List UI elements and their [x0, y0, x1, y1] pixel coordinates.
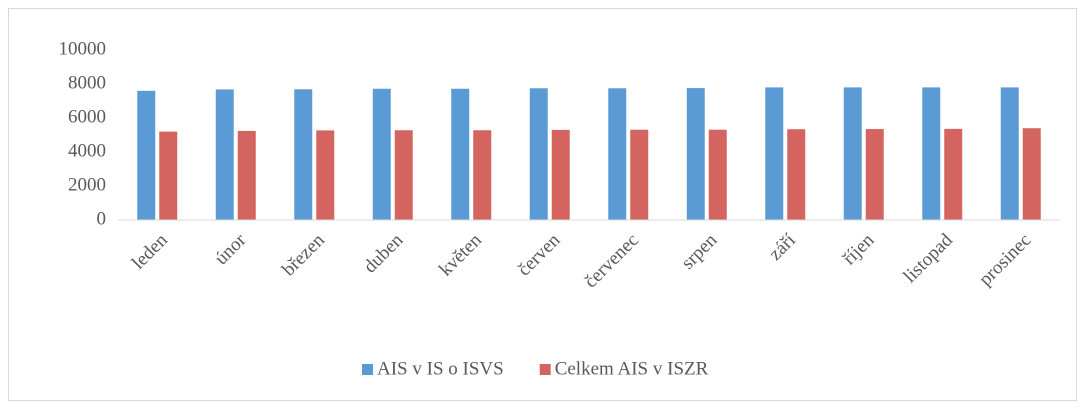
bar: [294, 89, 313, 221]
bar: [608, 88, 627, 220]
bar: [215, 89, 234, 220]
bar: [708, 129, 727, 220]
bar: [765, 87, 784, 221]
legend-swatch: [362, 364, 373, 375]
y-tick-label: 8000: [68, 72, 106, 93]
bar: [865, 129, 884, 220]
bar: [551, 129, 570, 220]
bar: [316, 130, 335, 220]
bar: [1022, 128, 1041, 220]
bar: [473, 130, 492, 220]
bar: [922, 87, 941, 221]
y-tick-label: 10000: [59, 38, 107, 59]
bar: [451, 88, 470, 220]
bar: [394, 130, 413, 220]
bar: [137, 90, 156, 220]
y-tick-label: 0: [97, 208, 107, 229]
bar: [159, 131, 178, 220]
legend-label: Celkem AIS v ISZR: [555, 358, 709, 379]
bar: [843, 87, 862, 221]
y-tick-label: 6000: [68, 106, 106, 127]
y-tick-label: 4000: [68, 140, 106, 161]
y-tick-label: 2000: [68, 174, 106, 195]
bar: [630, 129, 649, 220]
legend-label: AIS v IS o ISVS: [377, 358, 504, 379]
bar: [237, 130, 256, 220]
bar: [944, 128, 963, 220]
legend-swatch: [539, 364, 551, 375]
bar: [787, 129, 806, 220]
bar: [1000, 87, 1019, 221]
bar: [372, 88, 391, 220]
bar: [686, 88, 705, 220]
bar: [529, 88, 548, 220]
